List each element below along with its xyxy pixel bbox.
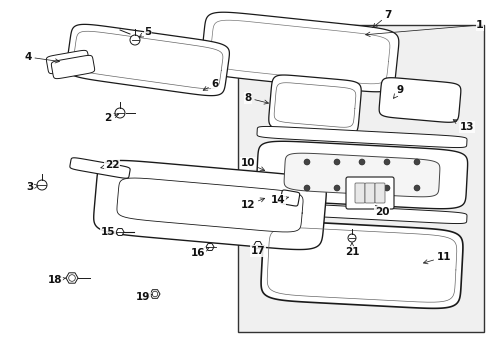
Polygon shape <box>51 55 95 78</box>
Polygon shape <box>257 126 466 148</box>
Text: 17: 17 <box>250 246 265 256</box>
Circle shape <box>347 234 355 242</box>
Text: 8: 8 <box>244 93 268 104</box>
Circle shape <box>115 108 125 118</box>
Polygon shape <box>46 50 89 73</box>
Polygon shape <box>117 178 303 232</box>
Text: 10: 10 <box>240 158 264 171</box>
Text: 13: 13 <box>452 120 473 132</box>
PathPatch shape <box>46 50 89 73</box>
PathPatch shape <box>268 75 361 135</box>
FancyBboxPatch shape <box>238 25 483 332</box>
Polygon shape <box>201 12 398 92</box>
Text: 14: 14 <box>270 195 288 205</box>
Circle shape <box>130 35 140 45</box>
Polygon shape <box>253 242 262 248</box>
Polygon shape <box>284 153 439 197</box>
Text: 11: 11 <box>423 252 450 264</box>
FancyBboxPatch shape <box>364 183 374 203</box>
Circle shape <box>383 159 389 165</box>
PathPatch shape <box>257 126 466 148</box>
Circle shape <box>37 180 47 190</box>
Text: 21: 21 <box>344 243 359 257</box>
Polygon shape <box>261 222 462 309</box>
FancyBboxPatch shape <box>354 183 364 203</box>
Text: 18: 18 <box>48 275 65 285</box>
Text: 16: 16 <box>190 247 209 258</box>
FancyBboxPatch shape <box>346 177 393 209</box>
Circle shape <box>333 159 339 165</box>
Polygon shape <box>66 24 229 96</box>
PathPatch shape <box>70 158 130 178</box>
Circle shape <box>413 159 419 165</box>
Circle shape <box>304 185 309 191</box>
Text: 2: 2 <box>104 113 118 123</box>
Polygon shape <box>256 141 467 209</box>
PathPatch shape <box>257 202 466 224</box>
Circle shape <box>333 185 339 191</box>
Polygon shape <box>268 75 361 135</box>
Text: 20: 20 <box>374 206 388 217</box>
Circle shape <box>358 185 364 191</box>
Circle shape <box>413 185 419 191</box>
FancyBboxPatch shape <box>374 183 384 203</box>
Text: 7: 7 <box>372 10 391 28</box>
Text: 4: 4 <box>24 52 59 63</box>
Circle shape <box>358 159 364 165</box>
PathPatch shape <box>66 24 229 96</box>
Polygon shape <box>257 202 466 224</box>
Circle shape <box>383 185 389 191</box>
Circle shape <box>304 159 309 165</box>
Polygon shape <box>150 290 160 298</box>
Text: 3: 3 <box>26 182 39 192</box>
PathPatch shape <box>51 55 95 78</box>
Polygon shape <box>70 158 130 178</box>
Circle shape <box>68 275 75 281</box>
Text: 1: 1 <box>365 20 483 36</box>
Text: 15: 15 <box>101 227 116 237</box>
Text: 22: 22 <box>101 160 119 170</box>
Text: 5: 5 <box>139 27 151 37</box>
PathPatch shape <box>256 141 467 209</box>
Text: 19: 19 <box>136 292 152 302</box>
Polygon shape <box>280 190 299 206</box>
PathPatch shape <box>378 78 460 122</box>
Circle shape <box>152 291 158 297</box>
Text: 6: 6 <box>203 79 218 90</box>
Polygon shape <box>66 273 78 283</box>
Polygon shape <box>94 161 325 249</box>
Polygon shape <box>116 229 124 235</box>
Text: 12: 12 <box>240 198 264 210</box>
Polygon shape <box>378 78 460 122</box>
Text: 9: 9 <box>393 85 403 98</box>
PathPatch shape <box>94 161 325 249</box>
Polygon shape <box>205 243 214 251</box>
